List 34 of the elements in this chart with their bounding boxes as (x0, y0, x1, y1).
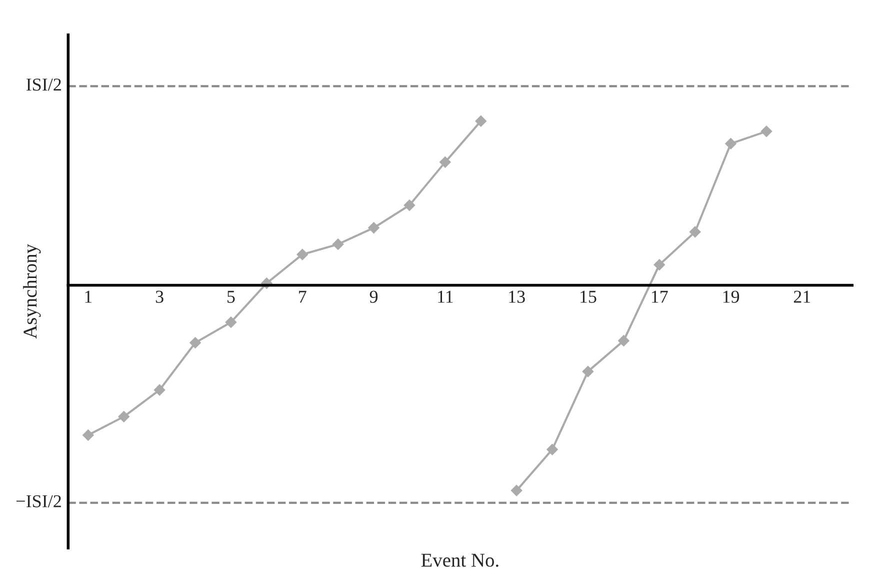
point (474, 115, 487, 127)
point (653, 258, 666, 271)
point (82, 429, 94, 441)
y-axis-title: Asynchrony (23, 244, 41, 339)
point (439, 156, 452, 168)
x-tick-label: 15 (580, 290, 596, 303)
x-tick-label: 3 (156, 290, 164, 303)
x-tick-label: 9 (370, 290, 378, 303)
point (296, 248, 308, 260)
point (404, 199, 416, 212)
ref-line-label: −ISI/2 (16, 495, 61, 508)
x-tick-label: 5 (228, 290, 235, 303)
point (510, 484, 522, 496)
point (546, 444, 558, 456)
x-tick-label: 19 (723, 290, 740, 303)
x-tick-label: 7 (299, 290, 306, 303)
point (118, 410, 130, 423)
x-tick-label: 21 (794, 290, 810, 303)
point (582, 366, 594, 378)
x-axis-title: Event No. (421, 554, 498, 567)
point (760, 125, 772, 138)
point (189, 336, 202, 349)
point (724, 138, 737, 150)
point (332, 238, 344, 250)
ref-line-label: ISI/2 (26, 78, 61, 91)
point (689, 226, 701, 238)
point (154, 384, 166, 396)
x-tick-label: 1 (85, 290, 92, 303)
point (368, 222, 380, 234)
x-tick-label: 11 (438, 290, 453, 303)
point (225, 316, 237, 328)
point (618, 334, 630, 347)
x-tick-label: 13 (509, 290, 525, 303)
x-tick-label: 17 (652, 290, 668, 303)
